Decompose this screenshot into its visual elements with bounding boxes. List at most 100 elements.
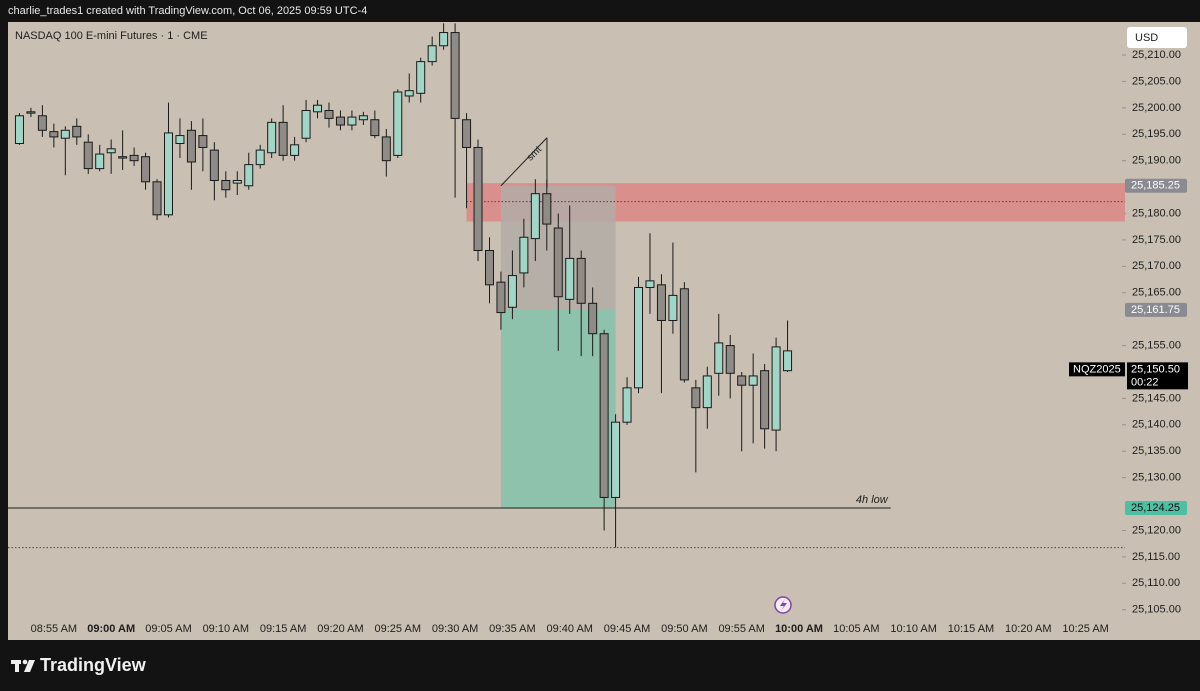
x-tick-label: 09:25 AM	[375, 623, 421, 635]
y-tick-label: 25,105.00	[1132, 604, 1181, 616]
candle-body	[404, 90, 414, 97]
candle-body	[542, 193, 552, 225]
candle-body	[358, 115, 368, 121]
candle-body	[416, 61, 426, 94]
candle-body	[427, 45, 437, 63]
y-tick-label: 25,175.00	[1132, 234, 1181, 246]
y-tick-label: 25,210.00	[1132, 49, 1181, 61]
candle-body	[439, 32, 449, 47]
candle-body	[347, 116, 357, 126]
candle-body	[576, 257, 586, 304]
price-tag-label: 25,124.25	[1131, 502, 1180, 514]
logo-part	[15, 660, 19, 672]
candle-body	[496, 281, 506, 314]
logo	[11, 659, 35, 672]
y-tick-label: 25,200.00	[1132, 102, 1181, 114]
symbol-label: NQZ2025	[1073, 363, 1121, 375]
y-tick-label: 25,195.00	[1132, 128, 1181, 140]
price-tag-label: 25,161.75	[1131, 304, 1180, 316]
candle-body	[588, 302, 598, 335]
candle-body	[484, 249, 494, 286]
last-price-label: 25,150.50	[1131, 363, 1180, 375]
candle-body	[49, 131, 59, 138]
candle-body	[691, 387, 701, 409]
candle-body	[198, 135, 208, 148]
x-tick-label: 10:20 AM	[1005, 623, 1051, 635]
currency-box[interactable]	[1127, 27, 1187, 48]
candle-body	[370, 119, 380, 137]
x-tick-label: 09:30 AM	[432, 623, 478, 635]
y-tick-label: 25,110.00	[1132, 577, 1180, 589]
candle-body	[290, 144, 300, 156]
x-tick-label: 10:00 AM	[775, 623, 823, 635]
chart-title: NASDAQ 100 E-mini Futures · 1 · CME	[15, 30, 208, 42]
candle-body	[668, 294, 678, 321]
candle-body	[645, 280, 655, 288]
alert-bolt	[780, 599, 787, 611]
y-tick-label: 25,170.00	[1132, 260, 1181, 272]
y-tick-label: 25,190.00	[1132, 155, 1181, 167]
candle-body	[634, 286, 644, 389]
candle-body	[760, 370, 770, 430]
y-tick-label: 25,135.00	[1132, 445, 1181, 457]
candle-body	[244, 164, 254, 187]
candle-body	[232, 179, 242, 184]
y-tick-label: 25,180.00	[1132, 207, 1181, 219]
candle-body	[599, 333, 609, 498]
candle-body	[141, 156, 151, 183]
candle-body	[186, 129, 196, 163]
y-tick-label: 25,155.00	[1132, 339, 1181, 351]
candle-body	[553, 227, 563, 298]
candle-body	[381, 136, 391, 162]
candle-body	[95, 153, 105, 170]
candle-body	[507, 275, 517, 308]
candle-body	[83, 141, 93, 170]
candle-body	[118, 156, 128, 159]
candle-body	[278, 121, 288, 156]
currency[interactable]: USD	[1135, 32, 1158, 44]
price-tag	[1125, 178, 1187, 193]
candle-body	[26, 111, 36, 114]
candle-body	[622, 387, 632, 423]
candle-body	[324, 109, 334, 119]
candle-body	[530, 193, 540, 240]
x-tick-label: 10:10 AM	[890, 623, 936, 635]
candle-body	[60, 129, 70, 139]
y-tick-label: 25,130.00	[1132, 472, 1181, 484]
x-tick-label: 09:10 AM	[203, 623, 249, 635]
last-price-tag	[1127, 362, 1188, 390]
candle-body	[702, 375, 712, 409]
x-tick-label: 10:25 AM	[1062, 623, 1108, 635]
x-tick-label: 09:50 AM	[661, 623, 707, 635]
candle-body	[152, 181, 162, 216]
candle-body	[393, 91, 403, 156]
candle-body	[737, 375, 747, 386]
x-tick-label: 09:45 AM	[604, 623, 650, 635]
x-tick-label: 09:20 AM	[317, 623, 363, 635]
x-tick-label: 09:00 AM	[87, 623, 135, 635]
candle-body	[611, 421, 621, 498]
price-tag-label: 25,185.25	[1131, 180, 1180, 192]
x-tick-label: 09:55 AM	[718, 623, 764, 635]
candle-body	[335, 116, 345, 126]
countdown: 00:22	[1131, 376, 1159, 388]
candle-body	[221, 179, 231, 191]
candle-body	[209, 149, 219, 181]
candle-body	[679, 288, 689, 381]
plot: 25,105.00 25,110.00 25,115.00 25,120.00 25,1…	[8, 23, 1188, 635]
header: charlie_trades1 created with TradingView…	[8, 5, 367, 17]
price-tag	[1125, 302, 1187, 317]
x-tick-label: 09:40 AM	[546, 623, 592, 635]
candle-body	[565, 257, 575, 300]
candle-body	[656, 284, 666, 321]
candle-body	[106, 148, 116, 154]
candle-body	[748, 375, 758, 386]
candle-body	[163, 132, 173, 216]
y-tick-label: 25,140.00	[1132, 419, 1181, 431]
level-label: 4h low	[856, 494, 889, 506]
y-tick-label: 25,205.00	[1132, 75, 1181, 87]
candle-body	[14, 115, 24, 145]
logo-part	[22, 659, 28, 665]
candle-body	[714, 342, 724, 374]
